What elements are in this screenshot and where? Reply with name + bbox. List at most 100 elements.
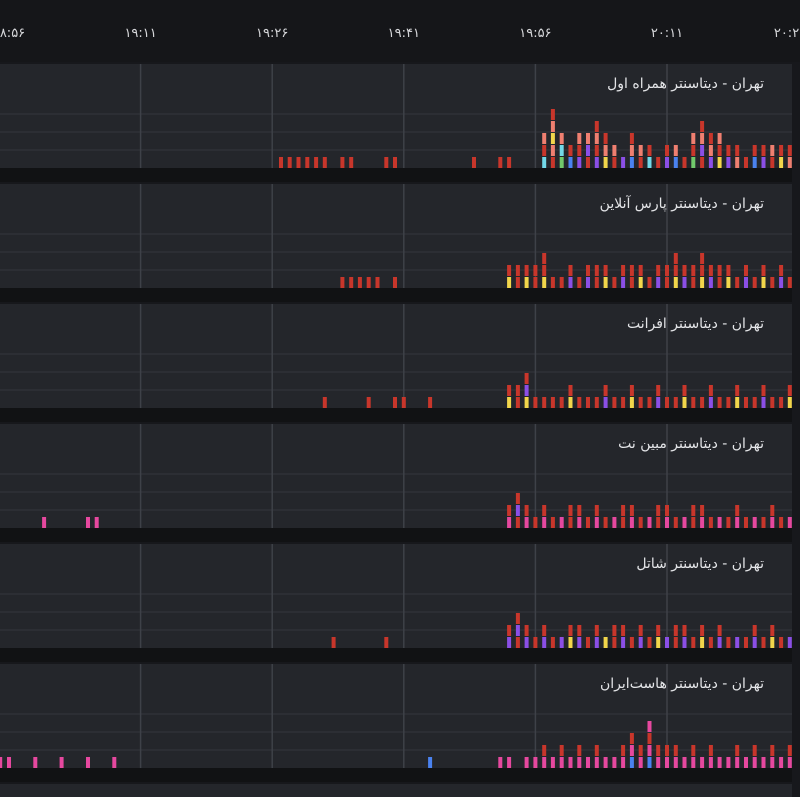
bar-segment	[629, 637, 634, 648]
bar-segment	[770, 625, 775, 636]
bar-segment	[744, 397, 748, 408]
bar-segment	[691, 265, 696, 276]
bar-segment	[507, 265, 512, 276]
bar-segment	[568, 637, 573, 648]
bar-segment	[577, 157, 582, 168]
bar-segment	[568, 145, 573, 156]
bar-segment	[708, 133, 713, 144]
bar-segment	[603, 385, 608, 396]
bar-segment	[629, 733, 634, 744]
bar-segment	[550, 121, 555, 132]
bar-segment	[594, 265, 599, 276]
bar-segment	[673, 625, 678, 636]
datacenter-panel: تهران - دیتاسنتر مبین نت	[0, 424, 792, 542]
bar-segment	[568, 517, 573, 528]
bar-segment	[629, 505, 634, 516]
bar-segment	[393, 277, 397, 288]
bar-segment	[533, 397, 538, 408]
bar-segment	[393, 397, 397, 408]
bar-segment	[779, 157, 784, 168]
bar-segment	[787, 385, 792, 396]
bar-segment	[559, 517, 564, 528]
bar-segment	[33, 757, 38, 768]
bar-segment	[515, 625, 520, 636]
bar-segment	[787, 397, 792, 408]
bar-segment	[594, 757, 599, 768]
bar-segment	[349, 277, 354, 288]
bar-segment	[735, 517, 740, 528]
panel-title: تهران - دیتاسنتر شاتل	[636, 556, 764, 572]
panel-baseline	[0, 408, 792, 422]
bar-segment	[621, 277, 626, 288]
bar-segment	[673, 253, 678, 264]
bar-segment	[700, 625, 705, 636]
bar-segment	[682, 637, 687, 648]
bar-segment	[779, 277, 784, 288]
bar-segment	[682, 517, 687, 528]
bar-segment	[533, 637, 538, 648]
bar-segment	[638, 517, 643, 528]
bar-segment	[752, 745, 757, 756]
bar-segment	[507, 385, 512, 396]
bar-segment	[665, 397, 669, 408]
bar-segment	[717, 133, 722, 144]
bar-segment	[787, 637, 792, 648]
bar-segment	[717, 637, 722, 648]
bar-segment	[752, 637, 757, 648]
bar-segment	[542, 637, 547, 648]
bar-segment	[752, 625, 757, 636]
bar-segment	[568, 265, 573, 276]
bar-segment	[717, 625, 722, 636]
bar-segment	[550, 277, 555, 288]
bar-segment	[629, 745, 634, 756]
bar-segment	[744, 757, 748, 768]
bar-segment	[612, 157, 617, 168]
bar-segment	[708, 397, 713, 408]
bar-segment	[586, 517, 590, 528]
bar-segment	[0, 757, 3, 768]
bar-segment	[629, 157, 634, 168]
bar-segment	[428, 757, 433, 768]
bar-segment	[673, 157, 678, 168]
bar-segment	[673, 397, 678, 408]
bar-segment	[612, 637, 617, 648]
bar-segment	[612, 625, 617, 636]
bar-segment	[507, 157, 512, 168]
bar-segment	[629, 265, 634, 276]
bar-segment	[322, 157, 327, 168]
bar-segment	[673, 637, 678, 648]
bar-segment	[708, 385, 713, 396]
bar-segment	[744, 265, 748, 276]
bar-segment	[761, 277, 766, 288]
bar-segment	[524, 265, 529, 276]
bar-segment	[717, 397, 722, 408]
bar-segment	[638, 157, 643, 168]
bar-segment	[515, 277, 520, 288]
bar-segment	[542, 277, 547, 288]
bar-segment	[744, 157, 748, 168]
bar-segment	[726, 637, 731, 648]
bar-segment	[586, 145, 590, 156]
bar-segment	[524, 373, 529, 384]
bar-segment	[700, 517, 705, 528]
bar-segment	[770, 517, 775, 528]
bar-segment	[770, 745, 775, 756]
bar-segment	[586, 265, 590, 276]
time-axis: ۱۸:۵۶ ۱۹:۱۱ ۱۹:۲۶ ۱۹:۴۱ ۱۹:۵۶ ۲۰:۱۱ ۲۰:۲۶	[0, 0, 800, 62]
datacenter-panel: تهران - دیتاسنتر همراه اول	[0, 64, 792, 182]
bar-segment	[340, 277, 345, 288]
bar-segment	[577, 133, 582, 144]
bar-segment	[656, 277, 661, 288]
bar-segment	[621, 625, 626, 636]
panel-title: تهران - دیتاسنتر هاست‌ایران	[600, 676, 764, 692]
bar-segment	[550, 757, 555, 768]
bar-segment	[770, 637, 775, 648]
bar-segment	[94, 517, 99, 528]
bar-segment	[524, 517, 529, 528]
bar-segment	[559, 397, 564, 408]
bar-segment	[700, 145, 705, 156]
bar-segment	[384, 157, 389, 168]
panel-title: تهران - دیتاسنتر افرانت	[626, 316, 764, 332]
bar-segment	[656, 517, 661, 528]
